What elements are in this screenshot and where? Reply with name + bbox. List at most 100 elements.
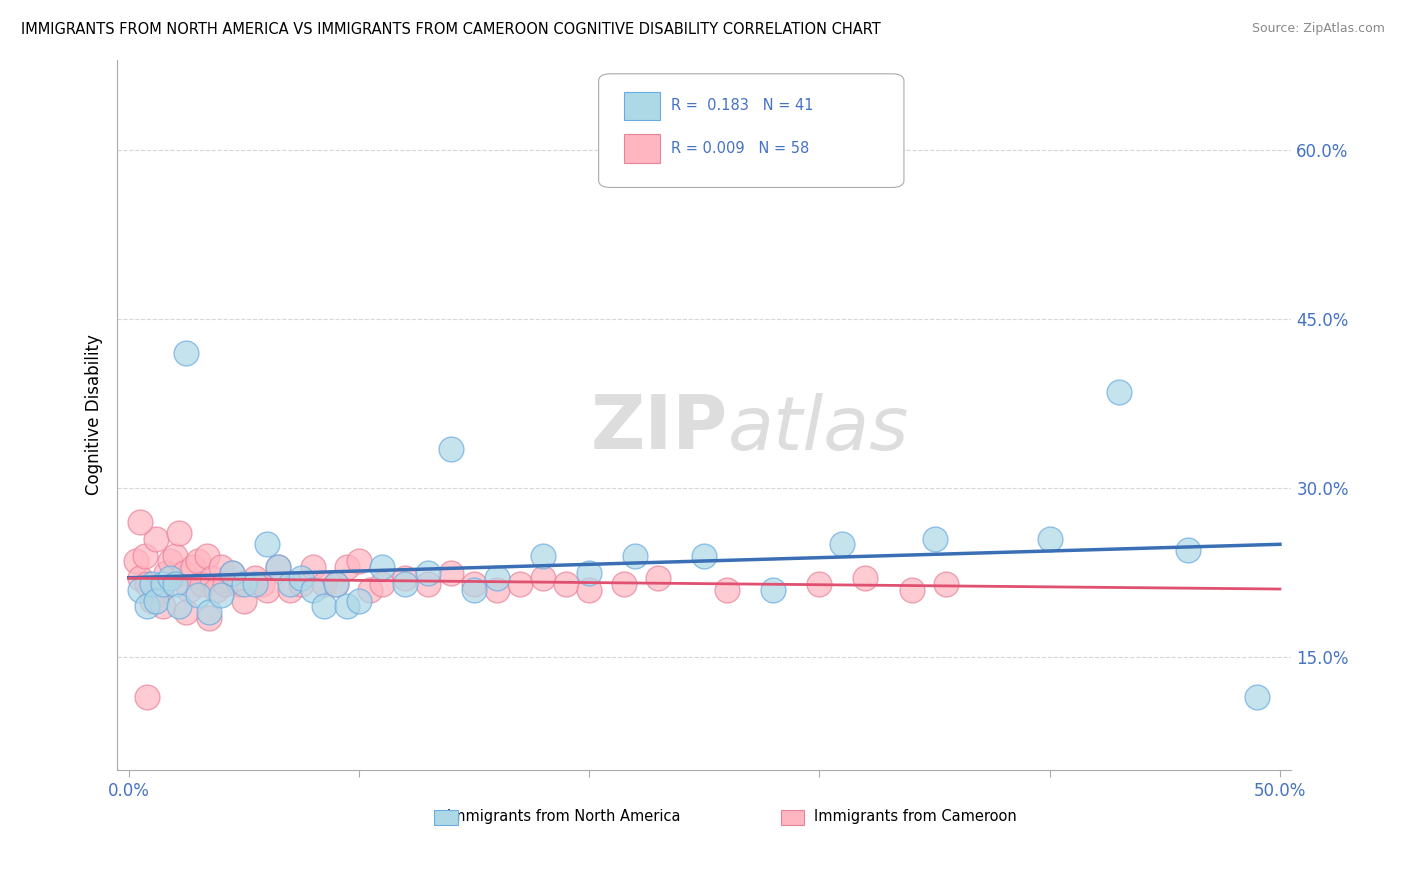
Point [134, 549, 156, 563]
Point [141, 577, 163, 591]
Point [141, 594, 163, 608]
Point [159, 571, 181, 585]
Point [174, 605, 197, 619]
Point [245, 577, 267, 591]
Bar [624, 92, 659, 120]
Point [200, 571, 222, 585]
Point [1108, 385, 1130, 400]
Point [198, 610, 221, 624]
Point [347, 594, 370, 608]
Point [209, 588, 232, 602]
Point [145, 532, 167, 546]
Point [531, 571, 554, 585]
Point [145, 594, 167, 608]
Point [198, 605, 221, 619]
Point [129, 571, 152, 585]
Point [762, 582, 785, 597]
Text: R = 0.009   N = 58: R = 0.009 N = 58 [672, 141, 810, 156]
Point [173, 566, 195, 580]
Point [831, 537, 853, 551]
Point [155, 566, 177, 580]
Point [290, 577, 312, 591]
Point [187, 588, 209, 602]
Point [195, 549, 218, 563]
Point [440, 566, 463, 580]
Text: Source: ZipAtlas.com: Source: ZipAtlas.com [1251, 22, 1385, 36]
Point [440, 442, 463, 456]
Point [359, 582, 381, 597]
Point [1246, 690, 1268, 704]
Point [314, 599, 336, 614]
Point [336, 560, 359, 574]
Point [163, 549, 186, 563]
Point [336, 599, 359, 614]
Point [555, 577, 578, 591]
Point [136, 690, 159, 704]
Text: atlas: atlas [728, 393, 910, 465]
Point [900, 582, 922, 597]
Point [290, 571, 312, 585]
Point [149, 582, 172, 597]
Point [177, 582, 200, 597]
Point [693, 549, 716, 563]
Point [613, 577, 636, 591]
Point [152, 599, 174, 614]
Point [302, 560, 325, 574]
Point [314, 577, 336, 591]
Point [174, 345, 197, 359]
Point [325, 577, 347, 591]
Point [152, 577, 174, 591]
Point [169, 599, 191, 614]
Point [278, 577, 301, 591]
Point [647, 571, 669, 585]
Point [463, 582, 485, 597]
Bar [780, 810, 804, 825]
Point [214, 577, 236, 591]
Point [245, 571, 267, 585]
Point [256, 537, 278, 551]
Point [463, 577, 485, 591]
Point [252, 577, 274, 591]
Point [221, 566, 243, 580]
Point [1039, 532, 1062, 546]
Point [136, 599, 159, 614]
Point [394, 571, 416, 585]
Point [935, 577, 957, 591]
Point [486, 582, 509, 597]
Point [267, 560, 290, 574]
Point [191, 577, 214, 591]
Point [124, 554, 146, 568]
Y-axis label: Cognitive Disability: Cognitive Disability [86, 334, 103, 495]
Point [267, 560, 290, 574]
Point [136, 577, 159, 591]
Point [278, 582, 301, 597]
Bar [624, 134, 659, 162]
Text: Immigrants from Cameroon: Immigrants from Cameroon [814, 808, 1017, 823]
Point [531, 549, 554, 563]
Point [486, 571, 509, 585]
Bar [434, 810, 458, 825]
Point [924, 532, 946, 546]
Point [624, 549, 647, 563]
Point [394, 577, 416, 591]
Point [129, 582, 152, 597]
Point [232, 577, 254, 591]
Point [163, 577, 186, 591]
Point [325, 577, 347, 591]
Point [416, 577, 439, 591]
Point [371, 577, 394, 591]
Point [228, 577, 250, 591]
Point [578, 566, 600, 580]
Point [416, 566, 439, 580]
Point [855, 571, 877, 585]
Point [209, 560, 232, 574]
Point [221, 566, 243, 580]
Point [808, 577, 831, 591]
Point [159, 554, 181, 568]
Point [256, 582, 278, 597]
Point [509, 577, 531, 591]
Point [578, 582, 600, 597]
Text: R =  0.183   N = 41: R = 0.183 N = 41 [672, 98, 814, 113]
Text: ZIP: ZIP [591, 392, 728, 466]
Point [371, 560, 394, 574]
